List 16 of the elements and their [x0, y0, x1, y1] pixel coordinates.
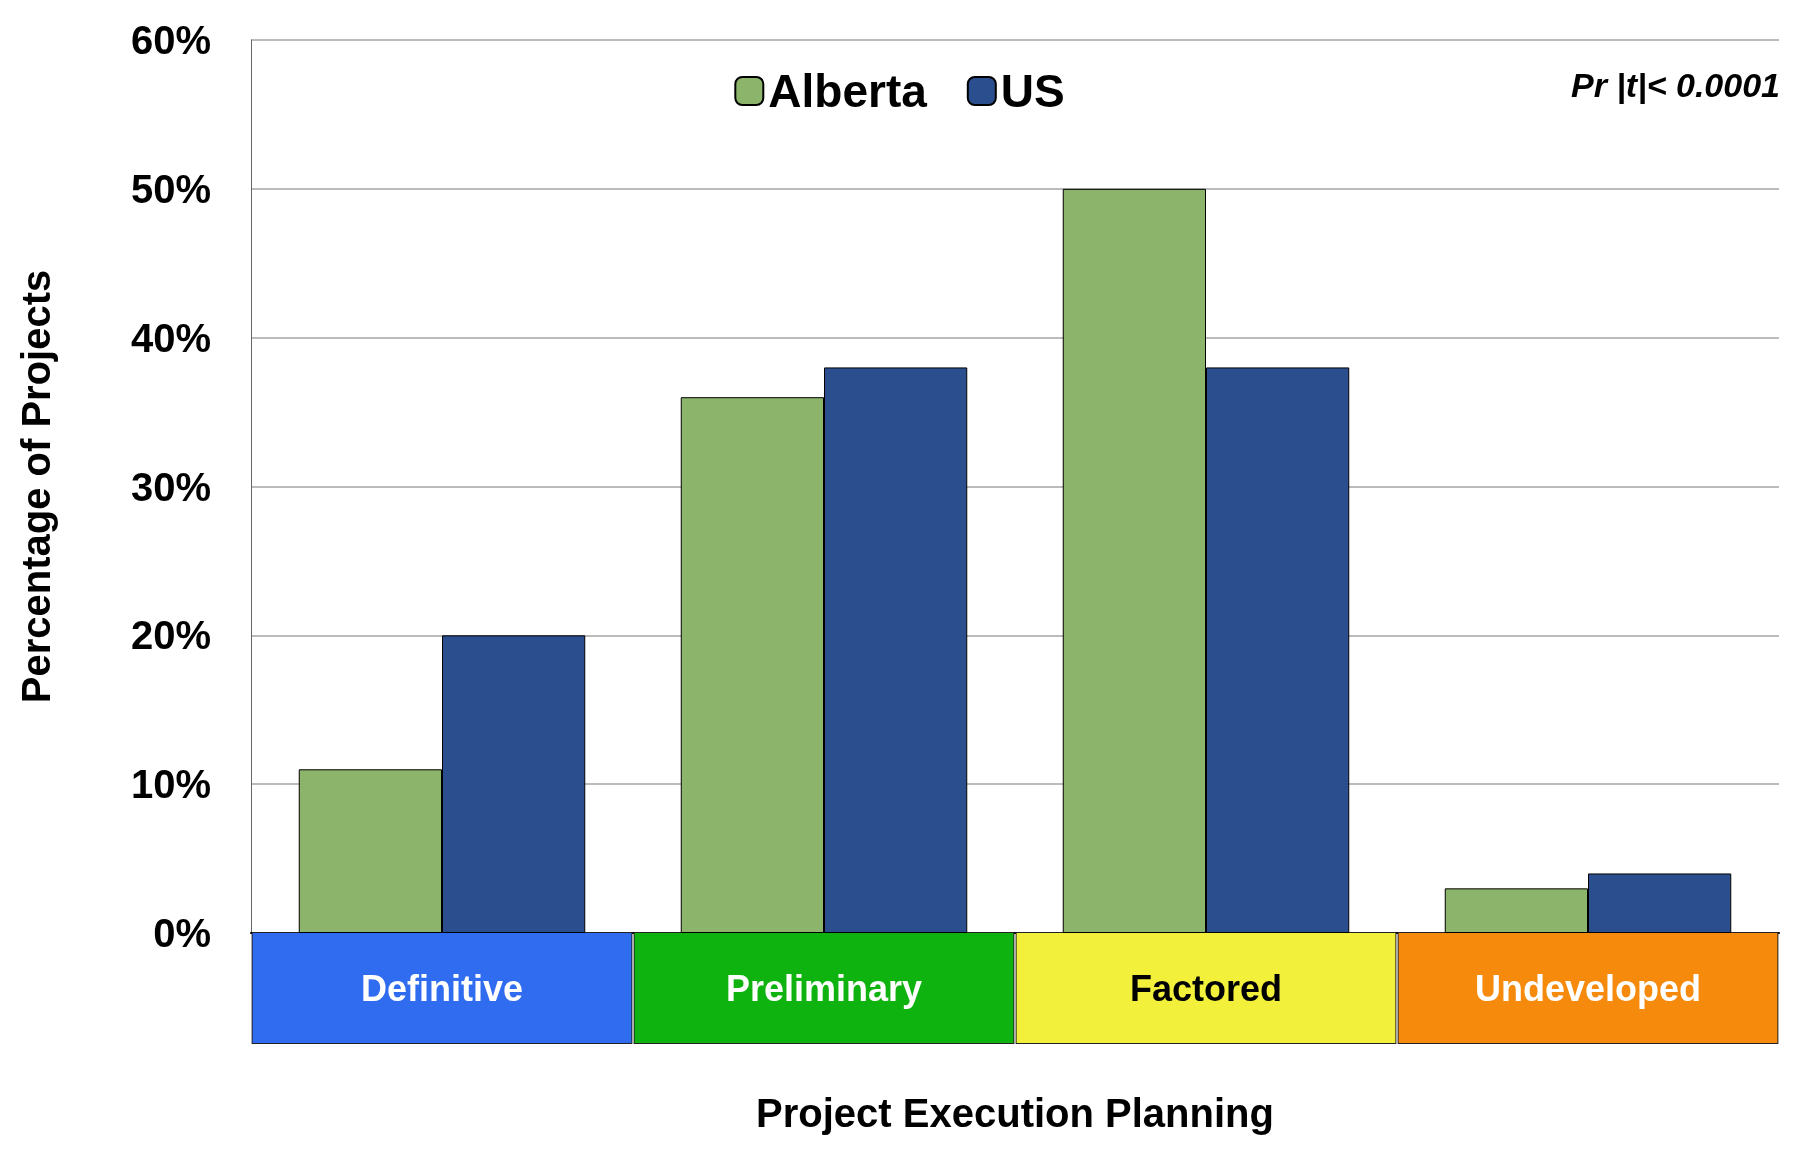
annotation: Pr |t|< 0.0001: [1571, 66, 1780, 104]
y-tick-label: 10%: [130, 762, 211, 807]
y-tick-label: 30%: [130, 464, 211, 509]
x-tick-label: Definitive: [360, 967, 524, 1009]
y-axis-title: Percentage of Projects: [14, 269, 58, 704]
y-tick-label: 60%: [130, 18, 211, 62]
x-tick-label: Undeveloped: [1474, 967, 1702, 1009]
x-tick-label: Factored: [1129, 967, 1283, 1009]
legend-label: US: [1000, 65, 1065, 117]
x-axis-title: Project Execution Planning: [756, 1091, 1274, 1135]
y-tick-label: 50%: [130, 166, 211, 211]
y-tick-label: 20%: [130, 613, 211, 658]
y-tick-label: 40%: [130, 315, 211, 360]
legend-label: Alberta: [768, 65, 928, 117]
x-tick-label: Preliminary: [725, 967, 923, 1009]
y-tick-label: 0%: [153, 911, 211, 955]
